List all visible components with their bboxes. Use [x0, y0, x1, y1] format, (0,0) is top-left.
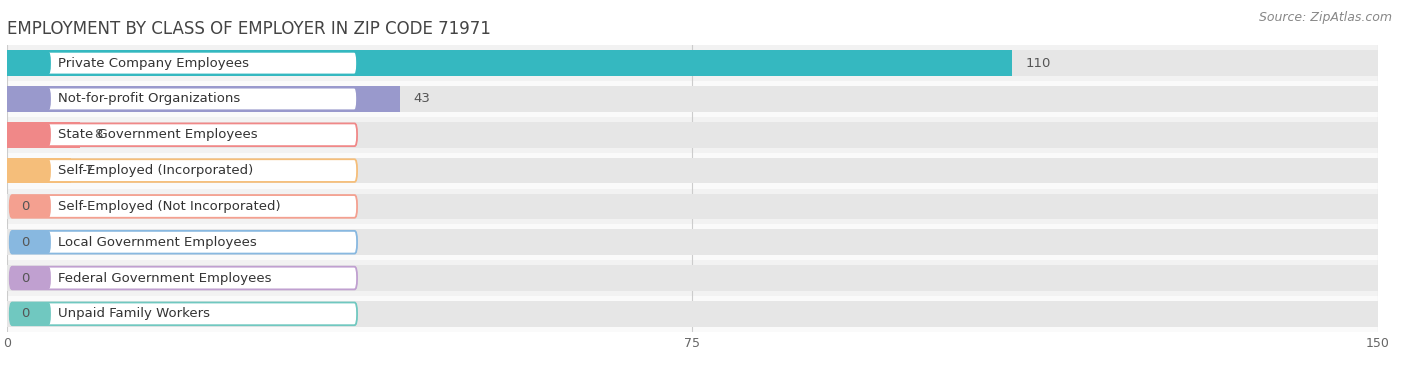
FancyBboxPatch shape	[10, 52, 357, 75]
Text: EMPLOYMENT BY CLASS OF EMPLOYER IN ZIP CODE 71971: EMPLOYMENT BY CLASS OF EMPLOYER IN ZIP C…	[7, 20, 491, 38]
Text: State Government Employees: State Government Employees	[58, 128, 257, 141]
FancyBboxPatch shape	[10, 231, 51, 254]
Text: 43: 43	[413, 92, 430, 106]
FancyBboxPatch shape	[10, 267, 357, 290]
Bar	[7, 122, 1378, 148]
Text: 0: 0	[21, 271, 30, 285]
Text: Source: ZipAtlas.com: Source: ZipAtlas.com	[1258, 11, 1392, 24]
Bar	[7, 153, 1378, 188]
FancyBboxPatch shape	[10, 159, 51, 182]
Bar	[7, 81, 1378, 117]
Bar	[7, 50, 1012, 76]
Text: 8: 8	[94, 128, 103, 141]
Bar	[7, 86, 1378, 112]
FancyBboxPatch shape	[10, 123, 51, 146]
FancyBboxPatch shape	[10, 52, 51, 75]
FancyBboxPatch shape	[10, 302, 357, 325]
FancyBboxPatch shape	[10, 195, 51, 218]
Bar	[7, 224, 1378, 260]
Text: Not-for-profit Organizations: Not-for-profit Organizations	[58, 92, 240, 106]
Bar	[7, 158, 70, 184]
Bar	[7, 86, 399, 112]
Text: 0: 0	[21, 200, 30, 213]
FancyBboxPatch shape	[10, 159, 357, 182]
Bar	[7, 117, 1378, 153]
Bar	[7, 260, 1378, 296]
Bar	[7, 193, 1378, 219]
FancyBboxPatch shape	[10, 87, 357, 110]
Bar	[7, 50, 1378, 76]
Text: 0: 0	[21, 307, 30, 320]
Text: Private Company Employees: Private Company Employees	[58, 57, 249, 70]
Text: Local Government Employees: Local Government Employees	[58, 236, 257, 249]
Text: Federal Government Employees: Federal Government Employees	[58, 271, 271, 285]
Bar	[7, 122, 80, 148]
Bar	[7, 296, 1378, 332]
FancyBboxPatch shape	[10, 87, 51, 110]
Bar	[7, 301, 1378, 327]
Text: Self-Employed (Incorporated): Self-Employed (Incorporated)	[58, 164, 253, 177]
Bar	[7, 265, 1378, 291]
Text: Self-Employed (Not Incorporated): Self-Employed (Not Incorporated)	[58, 200, 281, 213]
FancyBboxPatch shape	[10, 123, 357, 146]
FancyBboxPatch shape	[10, 302, 51, 325]
FancyBboxPatch shape	[10, 195, 357, 218]
Bar	[7, 229, 1378, 255]
FancyBboxPatch shape	[10, 231, 357, 254]
Bar	[7, 188, 1378, 224]
FancyBboxPatch shape	[10, 267, 51, 290]
Text: 0: 0	[21, 236, 30, 249]
Text: 110: 110	[1026, 57, 1052, 70]
Bar	[7, 158, 1378, 184]
Bar	[7, 45, 1378, 81]
Text: 7: 7	[84, 164, 93, 177]
Text: Unpaid Family Workers: Unpaid Family Workers	[58, 307, 211, 320]
